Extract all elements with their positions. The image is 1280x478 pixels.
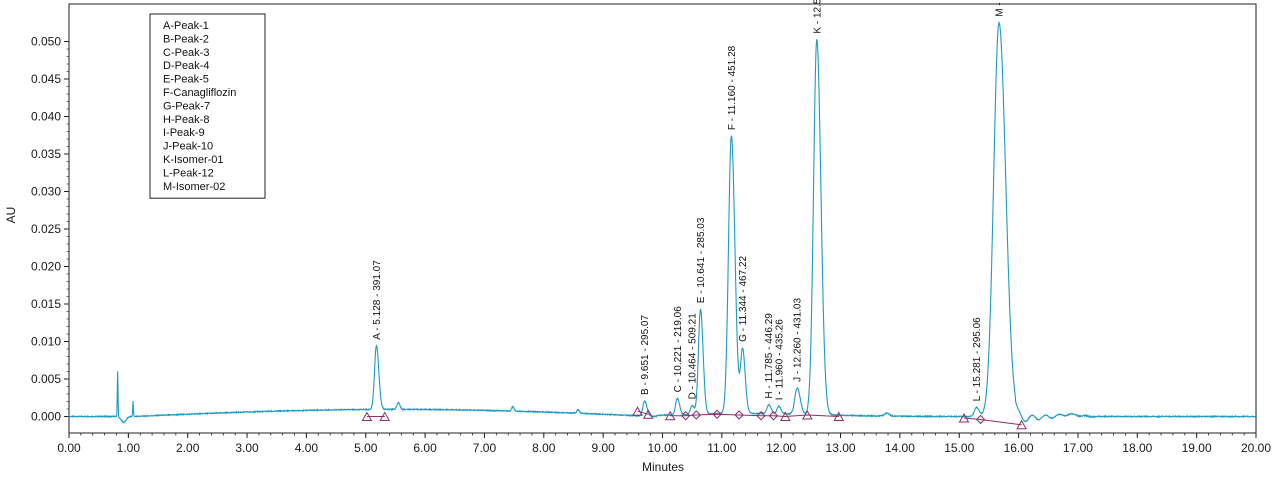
x-tick-label: 17.00 <box>1063 441 1093 455</box>
baseline-diamond-marker <box>680 411 691 421</box>
peak-label: M - 15.651 - 467.22 <box>995 0 1006 17</box>
legend: A-Peak-1B-Peak-2 C-Peak-3D-Peak-4 E-Peak-5… <box>149 13 266 199</box>
y-tick-label: 0.035 <box>31 147 61 161</box>
peak-label: F - 11.160 - 451.28 <box>727 45 738 130</box>
legend-entry: E-Peak-5 <box>163 74 209 86</box>
chromatogram-trace <box>68 20 1257 424</box>
legend-entry: D-Peak-4 <box>163 60 209 72</box>
x-tick-label: 9.00 <box>591 441 615 455</box>
x-tick-label: 3.00 <box>235 441 259 455</box>
baseline-triangle-marker <box>958 412 970 423</box>
peak-label: J - 12.260 - 431.03 <box>793 298 804 382</box>
x-tick-label: 5.00 <box>354 441 378 455</box>
legend-entry: A-Peak-1 <box>163 20 209 32</box>
legend-entry: F-Canagliflozin <box>163 87 236 99</box>
x-tick-label: 14.00 <box>885 441 915 455</box>
baseline-diamond-marker <box>768 411 779 421</box>
y-tick-label: 0.025 <box>31 222 61 236</box>
y-tick-label: 0.000 <box>31 410 61 424</box>
peak-label: L - 15.281 - 295.06 <box>972 317 983 402</box>
baseline-triangle-marker <box>833 411 845 421</box>
integration-baseline <box>963 417 1022 426</box>
x-tick-label: 2.00 <box>176 441 200 455</box>
x-tick-label: 1.00 <box>117 441 141 455</box>
x-tick-label: 0.00 <box>57 441 81 455</box>
y-tick-label: 0.020 <box>31 260 61 274</box>
x-tick-label: 13.00 <box>826 441 856 455</box>
legend-entry: M-Isomer-02 <box>163 181 225 193</box>
baseline-diamond-marker <box>691 410 702 420</box>
y-tick-label: 0.030 <box>31 185 61 199</box>
baseline-diamond-marker <box>712 409 722 419</box>
peak-label: B - 9.651 - 295.07 <box>640 315 651 395</box>
legend-entry: B-Peak-2 <box>163 33 209 45</box>
peak-label: A - 5.128 - 391.07 <box>372 260 383 340</box>
baseline-layer <box>361 406 1027 430</box>
x-tick-label: 20.00 <box>1241 441 1271 455</box>
peak-label-layer: A - 5.128 - 391.07 B - 9.651 - 295.07 C - … <box>372 0 1006 401</box>
x-tick-label: 16.00 <box>1004 441 1034 455</box>
legend-entry: I-Peak-9 <box>163 127 205 139</box>
legend-entry: G-Peak-7 <box>163 100 210 112</box>
integration-baseline <box>670 413 839 418</box>
baseline-diamond-marker <box>734 410 744 420</box>
peak-label: G - 11.344 - 467.22 <box>738 255 749 341</box>
baseline-diamond-marker <box>975 414 986 425</box>
x-tick-label: 11.00 <box>707 441 736 455</box>
baseline-triangle-marker <box>1016 419 1027 430</box>
peak-label: H - 11.785 - 446.29 <box>764 313 775 399</box>
x-tick-label: 7.00 <box>473 441 497 455</box>
x-tick-label: 8.00 <box>532 441 556 455</box>
baseline-triangle-marker <box>801 409 813 420</box>
legend-entry: C-Peak-3 <box>163 47 209 59</box>
y-axis-title: AU <box>4 207 18 224</box>
x-tick-label: 4.00 <box>295 441 319 455</box>
legend-box <box>149 13 266 199</box>
baseline-diamond-marker <box>756 411 766 421</box>
y-tick-label: 0.040 <box>31 110 61 124</box>
baseline-triangle-marker <box>642 409 654 419</box>
x-axis-title: Minutes <box>642 460 684 474</box>
x-tick-label: 18.00 <box>1122 441 1152 455</box>
legend-entry: K-Isomer-01 <box>163 154 224 166</box>
baseline-triangle-marker <box>379 411 391 421</box>
x-tick-label: 10.00 <box>647 441 677 455</box>
legend-entry: H-Peak-8 <box>163 114 209 126</box>
x-tick-label: 6.00 <box>413 441 437 455</box>
y-tick-label: 0.010 <box>31 335 61 349</box>
baseline-triangle-marker <box>632 406 643 416</box>
y-tick-label: 0.050 <box>31 35 61 49</box>
x-tick-label: 12.00 <box>766 441 796 455</box>
trace-layer <box>68 20 1257 424</box>
baseline-triangle-marker <box>779 411 791 421</box>
axes-layer: 0.00 1.00 2.00 3.00 4.00 5.00 6.00 7.00 8.00 9.00… <box>31 3 1271 455</box>
peak-label: D - 10.464 - 509.21 <box>688 313 699 400</box>
baseline-triangle-marker <box>361 411 373 421</box>
x-tick-label: 15.00 <box>944 441 974 455</box>
y-tick-label: 0.005 <box>31 372 61 386</box>
peak-label: I - 11.960 - 435.26 <box>774 319 785 400</box>
y-tick-label: 0.015 <box>31 297 61 311</box>
legend-entry: L-Peak-12 <box>163 167 214 179</box>
x-tick-label: 19.00 <box>1182 441 1212 455</box>
peak-label: K - 12.595 - 468.38 <box>812 0 823 34</box>
baseline-triangle-marker <box>664 410 676 421</box>
legend-entry: J-Peak-10 <box>163 141 213 153</box>
y-tick-label: 0.045 <box>31 72 61 86</box>
peak-label: C - 10.221 - 219.06 <box>673 306 684 393</box>
peak-label: E - 10.641 - 285.03 <box>696 217 707 303</box>
